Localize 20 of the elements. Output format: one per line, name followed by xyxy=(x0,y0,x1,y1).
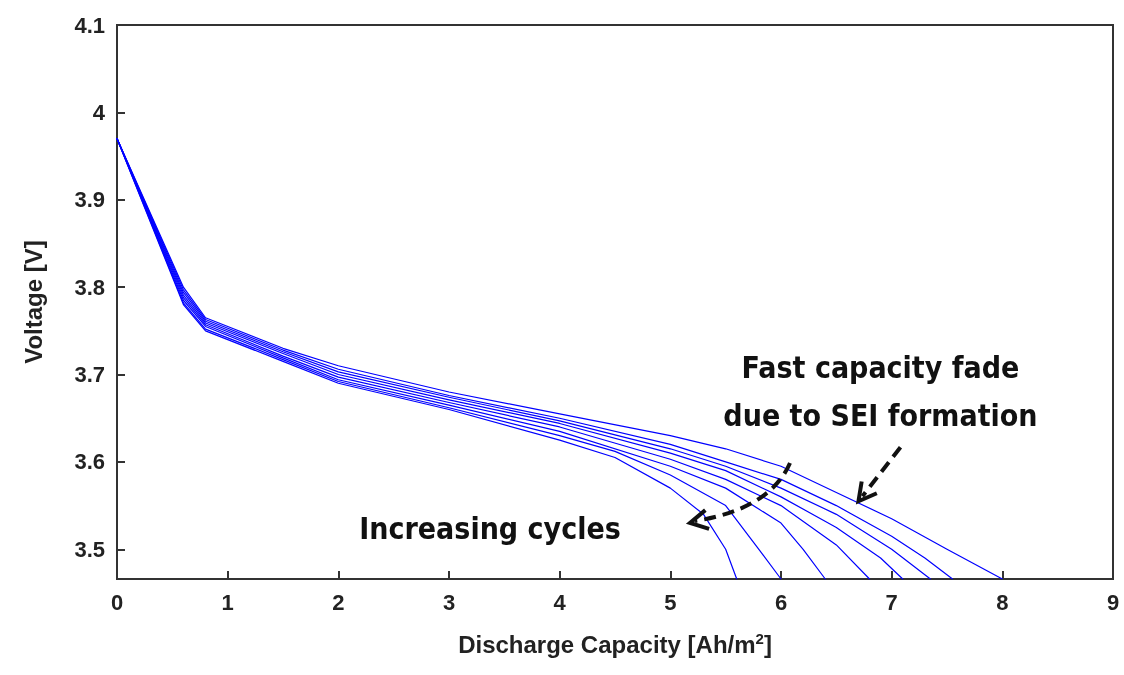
y-tick-label: 3.8 xyxy=(74,274,105,300)
y-axis-title: Voltage [V] xyxy=(19,240,47,364)
annotation: Increasing cycles xyxy=(359,510,621,546)
annotation: Fast capacity fade due to SEI formation xyxy=(723,349,1038,433)
y-tick-label: 3.6 xyxy=(74,449,105,475)
y-tick-label: 4.1 xyxy=(74,12,105,38)
x-tick-label: 6 xyxy=(774,589,788,615)
x-tick-label: 5 xyxy=(664,589,677,615)
x-tick-label: 4 xyxy=(553,589,567,615)
x-tick-label: 2 xyxy=(332,589,345,615)
x-tick-label: 1 xyxy=(221,589,234,615)
x-tick-label: 0 xyxy=(110,589,124,615)
y-tick-label: 3.5 xyxy=(74,536,105,562)
y-tick-label: 4 xyxy=(92,99,106,125)
y-tick-label: 3.7 xyxy=(74,362,105,388)
x-tick-label: 8 xyxy=(996,589,1009,615)
x-tick-label: 7 xyxy=(885,589,898,615)
x-tick-label: 9 xyxy=(1106,589,1120,615)
x-tick-label: 3 xyxy=(442,589,456,615)
y-tick-label: 3.9 xyxy=(74,187,105,213)
